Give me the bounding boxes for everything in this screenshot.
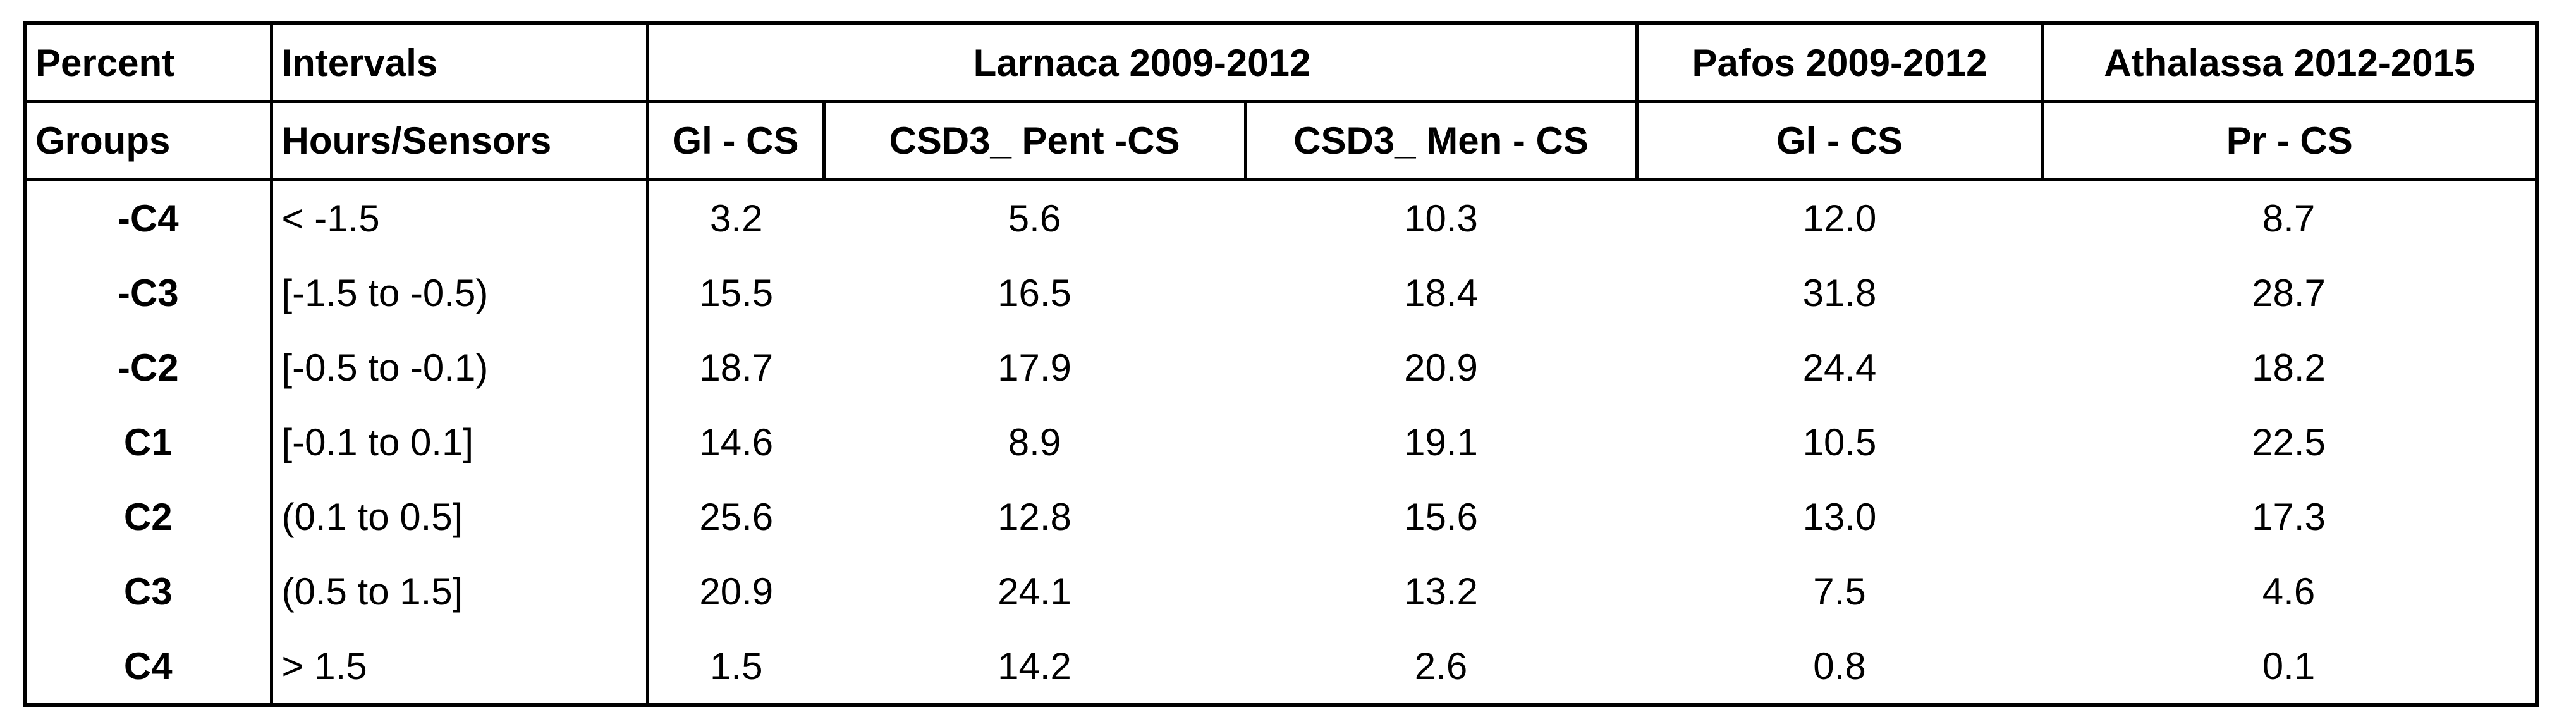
table-cell: 24.4	[1802, 346, 1877, 389]
table-cell: < -1.5	[271, 179, 649, 255]
table-cell: [-0.1 to 0.1]	[271, 405, 649, 479]
table-cell: Percent	[23, 21, 273, 103]
table-cell: 0.8	[1813, 644, 1866, 687]
table-cell: 24.1	[998, 570, 1071, 613]
table-cell: 14.2	[998, 644, 1071, 687]
table-cell: 8.9	[1008, 420, 1061, 463]
table-row: -C4 < -1.5 3.2 5.6 10.3 12.0 8.7	[25, 179, 2537, 255]
table-cell: Gl - CS	[1635, 100, 2044, 181]
table-cell: 10.5	[1802, 420, 1877, 463]
table-cell: 12.8	[998, 495, 1071, 538]
table-cell: 7.5	[1813, 570, 1866, 613]
table-cell: 5.6	[1008, 197, 1061, 240]
table-row: C2 (0.1 to 0.5] 25.6 12.8 15.6 13.0 17.3	[25, 479, 2537, 554]
table-cell: 20.9	[699, 570, 774, 613]
table-cell: 15.5	[699, 271, 774, 314]
data-table: Percent Intervals Larnaca 2009-2012 Pafos 2…	[23, 21, 2539, 707]
header-row: Groups Hours/Sensors Gl - CS CSD3_ Pent -CS…	[23, 100, 2539, 181]
table-cell: 19.1	[1404, 420, 1478, 463]
table-cell: Hours/Sensors	[269, 100, 649, 181]
table-cell: 17.9	[998, 346, 1071, 389]
table-cell: Gl - CS	[645, 100, 826, 181]
table-cell: Intervals	[269, 21, 649, 103]
table-cell: 18.7	[699, 346, 774, 389]
table-row: C1 [-0.1 to 0.1] 14.6 8.9 19.1 10.5 22.5	[25, 405, 2537, 479]
table-cell: 13.2	[1404, 570, 1478, 613]
table-row: C3 (0.5 to 1.5] 20.9 24.1 13.2 7.5 4.6	[25, 554, 2537, 629]
table-cell: 14.6	[699, 420, 774, 463]
table-cell: C1	[25, 405, 273, 479]
table-cell: 13.0	[1802, 495, 1877, 538]
table-cell: 31.8	[1802, 271, 1877, 314]
table-cell: C2	[25, 479, 273, 554]
table-cell: Groups	[23, 100, 273, 181]
table-row: -C3 [-1.5 to -0.5) 15.5 16.5 18.4 31.8 28.7	[25, 255, 2537, 330]
table-cell: 4.6	[2262, 570, 2316, 613]
table-cell: (0.1 to 0.5]	[271, 479, 649, 554]
table-cell: > 1.5	[271, 629, 649, 705]
table-cell: 0.1	[2262, 644, 2316, 687]
table-cell: 18.2	[2252, 346, 2326, 389]
table-cell: 18.4	[1404, 271, 1478, 314]
table-cell: 3.2	[710, 197, 763, 240]
table-cell: [-1.5 to -0.5)	[271, 255, 649, 330]
table-cell: Pafos 2009-2012	[1635, 21, 2044, 103]
table-cell: 17.3	[2252, 495, 2326, 538]
table-cell: (0.5 to 1.5]	[271, 554, 649, 629]
table-cell: Pr - CS	[2041, 100, 2539, 181]
table-cell: 8.7	[2262, 197, 2316, 240]
table-cell: -C4	[25, 179, 273, 255]
table-cell: 12.0	[1802, 197, 1877, 240]
table-body: -C4 < -1.5 3.2 5.6 10.3 12.0 8.7 -C3 [-1.5 to -0…	[25, 179, 2537, 705]
table-cell: 16.5	[998, 271, 1071, 314]
table-cell: 22.5	[2252, 420, 2326, 463]
table-cell: [-0.5 to -0.1)	[271, 330, 649, 405]
table-cell: Athalassa 2012-2015	[2041, 21, 2539, 103]
header-row: Percent Intervals Larnaca 2009-2012 Pafos 2…	[23, 21, 2539, 103]
table-cell: C3	[25, 554, 273, 629]
table-cell: CSD3_ Men - CS	[1243, 100, 1639, 181]
table-cell: -C3	[25, 255, 273, 330]
table-cell: 28.7	[2252, 271, 2326, 314]
table-cell: CSD3_ Pent -CS	[822, 100, 1247, 181]
table-cell: C4	[25, 629, 273, 705]
table-cell: 25.6	[699, 495, 774, 538]
table-cell: -C2	[25, 330, 273, 405]
table-cell: 20.9	[1404, 346, 1478, 389]
table-cell: 15.6	[1404, 495, 1478, 538]
table-row: C4 > 1.5 1.5 14.2 2.6 0.8 0.1	[25, 629, 2537, 705]
table-cell: 10.3	[1404, 197, 1478, 240]
table-cell: 1.5	[710, 644, 763, 687]
table-cell: Larnaca 2009-2012	[645, 21, 1639, 103]
table-cell: 2.6	[1414, 644, 1468, 687]
table-row: -C2 [-0.5 to -0.1) 18.7 17.9 20.9 24.4 18.2	[25, 330, 2537, 405]
